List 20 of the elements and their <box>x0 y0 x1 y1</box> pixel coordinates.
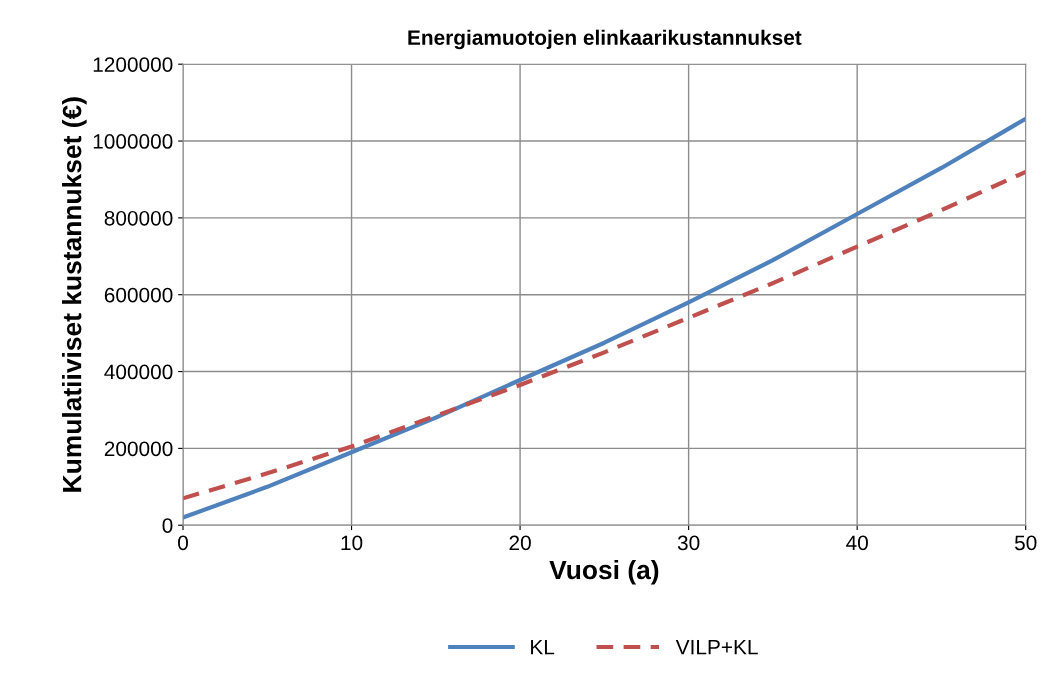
y-axis-title: Kumulatiiviset kustannukset (€) <box>62 97 87 492</box>
legend-label: VILP+KL <box>675 639 758 655</box>
legend-label: KL <box>531 639 555 655</box>
y-tick-label: 400000 <box>104 364 173 380</box>
chart-title: Energiamuotojen elinkaarikustannukset <box>408 29 802 50</box>
y-tick-label: 1200000 <box>93 57 173 72</box>
y-tick-label: 200000 <box>104 441 173 457</box>
x-tick-label: 10 <box>341 535 363 551</box>
x-tick-label: 30 <box>677 535 700 551</box>
y-tick-label: 1000000 <box>93 134 173 149</box>
line-series <box>183 116 1026 520</box>
y-tick-label: 0 <box>162 518 173 533</box>
x-axis-title: Vuosi (a) <box>549 559 659 585</box>
x-tick-label: 20 <box>509 535 531 551</box>
x-tick-label: 0 <box>178 535 188 551</box>
y-tick-label: 800000 <box>104 210 173 226</box>
y-tick-label: 600000 <box>104 287 173 303</box>
x-tick-label: 50 <box>1014 535 1037 551</box>
x-tick-label: 40 <box>846 535 868 551</box>
line-series <box>183 169 1026 501</box>
